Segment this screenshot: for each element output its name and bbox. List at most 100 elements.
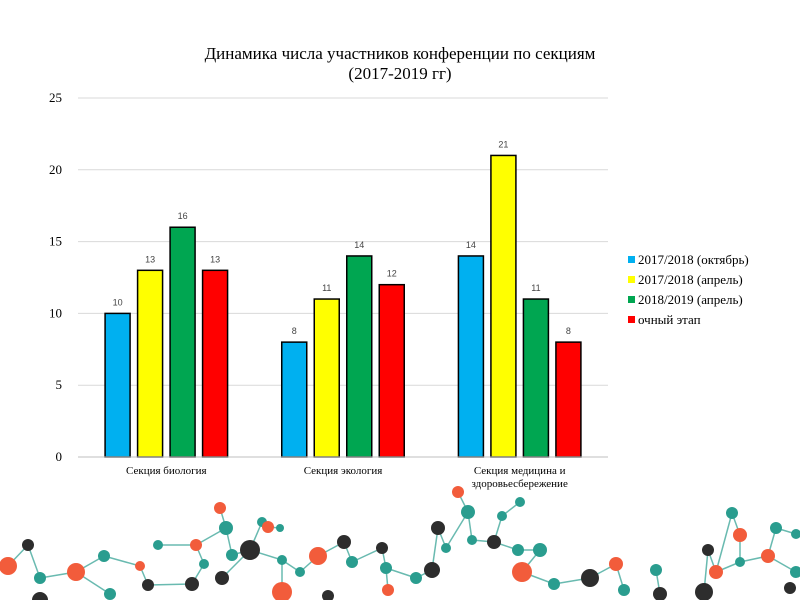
legend-label: 2018/2019 (апрель)	[638, 292, 743, 307]
molecule-atom	[185, 577, 199, 591]
bar	[522, 298, 550, 458]
bar	[490, 154, 517, 458]
bar	[313, 298, 340, 458]
molecule-atom	[695, 583, 713, 600]
molecule-atom	[276, 524, 284, 532]
molecule-atom	[512, 544, 524, 556]
chart-title-line-2: (2017-2019 гг)	[348, 64, 451, 83]
legend-swatch	[628, 316, 635, 323]
molecule-atom	[784, 582, 796, 594]
molecule-bond	[147, 583, 193, 586]
molecule-atom	[653, 587, 667, 600]
molecule-atom	[98, 550, 110, 562]
x-tick-label: Секция экология	[304, 465, 383, 477]
molecule-atom	[153, 540, 163, 550]
molecule-atom	[376, 542, 388, 554]
molecule-atom	[277, 555, 287, 565]
chart-title-line-1: Динамика числа участников конференции по…	[205, 44, 596, 63]
molecule-atom	[735, 557, 745, 567]
molecule-atom	[791, 529, 800, 539]
molecule-atom	[0, 557, 17, 575]
data-label: 13	[210, 254, 220, 264]
molecule-atom	[199, 559, 209, 569]
molecule-atom	[382, 584, 394, 596]
molecule-atom	[34, 572, 46, 584]
bar	[346, 255, 373, 458]
molecule-atom	[497, 511, 507, 521]
legend-label: 2017/2018 (апрель)	[638, 272, 743, 287]
x-tick-label: Секция медицина и	[474, 465, 566, 477]
molecule-atom	[135, 561, 145, 571]
molecule-atom	[424, 562, 440, 578]
molecule-bond	[103, 555, 141, 567]
molecule-atom	[410, 572, 422, 584]
y-tick-label: 10	[49, 305, 62, 320]
bar	[136, 269, 164, 458]
x-tick-label: Секция биология	[126, 465, 207, 477]
molecule-atom	[337, 535, 351, 549]
molecule-atom	[650, 564, 662, 576]
molecule-atom	[322, 590, 334, 600]
molecule-atom	[581, 569, 599, 587]
molecule-atom	[104, 588, 116, 600]
bar	[104, 312, 131, 458]
molecule-bond	[445, 511, 469, 549]
legend-swatch	[628, 296, 635, 303]
data-label: 12	[387, 269, 397, 279]
molecule-atom	[214, 502, 226, 514]
molecule-atom	[219, 521, 233, 535]
gridlines	[78, 97, 608, 386]
bar	[378, 283, 405, 458]
molecule-atom	[142, 579, 154, 591]
data-label: 16	[178, 211, 188, 221]
bar	[201, 269, 229, 458]
molecule-atom	[346, 556, 358, 568]
x-axis: Секция биология Секция экология Секция мед…	[78, 456, 608, 490]
molecule-atom	[790, 566, 800, 578]
molecule-atom	[380, 562, 392, 574]
molecule-atom	[295, 567, 305, 577]
bars: 10 8 14 13 11 21 16 14 11 13 12 8	[104, 139, 582, 458]
molecule-atom	[240, 540, 260, 560]
legend-swatch	[628, 256, 635, 263]
legend-swatch	[628, 276, 635, 283]
molecule-atom	[32, 592, 48, 600]
molecule-atom	[487, 535, 501, 549]
data-label: 14	[466, 240, 476, 250]
legend-label: 2017/2018 (октябрь)	[638, 252, 749, 267]
y-tick-label: 5	[56, 377, 63, 392]
legend: 2017/2018 (октябрь) 2017/2018 (апрель) 201…	[628, 252, 749, 327]
molecule-atom	[309, 547, 327, 565]
bar	[555, 341, 582, 458]
molecule-atom	[262, 521, 274, 533]
y-tick-label: 25	[49, 90, 62, 105]
molecule-atom	[761, 549, 775, 563]
molecule-atom	[548, 578, 560, 590]
data-label: 8	[292, 326, 297, 336]
data-label: 10	[113, 297, 123, 307]
molecule-decoration	[0, 486, 800, 600]
molecule-atom	[431, 521, 445, 535]
molecule-atom	[190, 539, 202, 551]
data-label: 13	[145, 254, 155, 264]
molecule-atom	[226, 549, 238, 561]
x-tick-label: здоровьесбережение	[471, 478, 567, 490]
y-tick-label: 0	[56, 449, 63, 464]
molecule-atom	[770, 522, 782, 534]
bar	[169, 226, 196, 458]
molecule-atom	[702, 544, 714, 556]
y-tick-label: 15	[49, 234, 62, 249]
molecule-atom	[512, 562, 532, 582]
molecule-atom	[709, 565, 723, 579]
molecule-atom	[452, 486, 464, 498]
data-label: 14	[354, 240, 364, 250]
molecule-bond	[715, 512, 733, 573]
molecule-atom	[272, 582, 292, 600]
bar	[281, 341, 308, 458]
molecule-atom	[609, 557, 623, 571]
molecule-atom	[67, 563, 85, 581]
molecule-atom	[726, 507, 738, 519]
chart-title: Динамика числа участников конференции по…	[205, 44, 596, 83]
legend-label: очный этап	[638, 312, 701, 327]
